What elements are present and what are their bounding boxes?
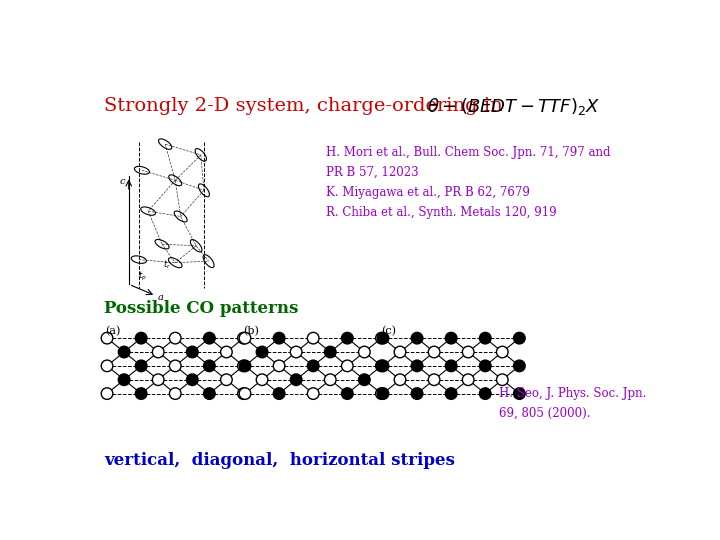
Circle shape (153, 374, 164, 386)
Circle shape (274, 333, 285, 344)
Circle shape (169, 388, 181, 400)
Circle shape (153, 346, 164, 358)
Circle shape (411, 388, 423, 400)
Circle shape (446, 360, 457, 372)
Circle shape (480, 360, 491, 372)
Text: $t_p$: $t_p$ (138, 269, 146, 282)
Circle shape (186, 374, 198, 386)
Circle shape (290, 346, 302, 358)
Circle shape (376, 388, 387, 400)
Circle shape (480, 333, 491, 344)
Circle shape (513, 333, 525, 344)
Circle shape (428, 374, 440, 386)
Circle shape (135, 360, 147, 372)
Circle shape (256, 346, 268, 358)
Text: $\theta - (BEDT - TTF)_2 X$: $\theta - (BEDT - TTF)_2 X$ (427, 96, 600, 117)
Circle shape (462, 346, 474, 358)
Circle shape (446, 333, 457, 344)
Circle shape (256, 374, 268, 386)
Circle shape (428, 346, 440, 358)
Circle shape (377, 388, 389, 400)
Text: Possible CO patterns: Possible CO patterns (104, 300, 298, 316)
Circle shape (135, 388, 147, 400)
Circle shape (513, 388, 525, 400)
Circle shape (446, 388, 457, 400)
Circle shape (462, 374, 474, 386)
Text: c: c (120, 177, 125, 186)
Circle shape (497, 346, 508, 358)
Circle shape (307, 333, 319, 344)
Circle shape (102, 360, 113, 372)
Circle shape (359, 374, 370, 386)
Text: vertical,  diagonal,  horizontal stripes: vertical, diagonal, horizontal stripes (104, 452, 455, 469)
Circle shape (186, 346, 198, 358)
Circle shape (102, 333, 113, 344)
Circle shape (102, 388, 113, 400)
Circle shape (238, 388, 249, 400)
Circle shape (307, 360, 319, 372)
Circle shape (169, 360, 181, 372)
Text: (b): (b) (243, 326, 259, 336)
Circle shape (238, 333, 249, 344)
Circle shape (325, 346, 336, 358)
Text: $t_r$: $t_r$ (163, 258, 171, 271)
Text: (c): (c) (382, 326, 397, 336)
Circle shape (377, 360, 389, 372)
Circle shape (204, 360, 215, 372)
Text: a: a (158, 293, 163, 302)
Text: (a): (a) (106, 326, 121, 336)
Circle shape (376, 333, 387, 344)
Text: Strongly 2-D system, charge-ordering in: Strongly 2-D system, charge-ordering in (104, 97, 503, 115)
Circle shape (169, 333, 181, 344)
Circle shape (497, 374, 508, 386)
Circle shape (377, 333, 389, 344)
Circle shape (411, 360, 423, 372)
Circle shape (238, 360, 249, 372)
Circle shape (220, 374, 233, 386)
Circle shape (204, 333, 215, 344)
Circle shape (239, 333, 251, 344)
Circle shape (394, 346, 406, 358)
Circle shape (239, 360, 251, 372)
Circle shape (307, 388, 319, 400)
Circle shape (239, 388, 251, 400)
Circle shape (341, 360, 353, 372)
Circle shape (118, 346, 130, 358)
Text: H. Seo, J. Phys. Soc. Jpn.
69, 805 (2000).: H. Seo, J. Phys. Soc. Jpn. 69, 805 (2000… (499, 387, 647, 420)
Circle shape (394, 374, 406, 386)
Circle shape (325, 374, 336, 386)
Circle shape (513, 360, 525, 372)
Text: H. Mori et al., Bull. Chem Soc. Jpn. 71, 797 and
PR B 57, 12023
K. Miyagawa et a: H. Mori et al., Bull. Chem Soc. Jpn. 71,… (326, 146, 611, 219)
Circle shape (411, 333, 423, 344)
Circle shape (290, 374, 302, 386)
Circle shape (220, 346, 233, 358)
Circle shape (359, 346, 370, 358)
Circle shape (135, 333, 147, 344)
Circle shape (376, 360, 387, 372)
Circle shape (480, 388, 491, 400)
Circle shape (274, 388, 285, 400)
Circle shape (341, 333, 353, 344)
Circle shape (274, 360, 285, 372)
Circle shape (341, 388, 353, 400)
Circle shape (204, 388, 215, 400)
Circle shape (118, 374, 130, 386)
